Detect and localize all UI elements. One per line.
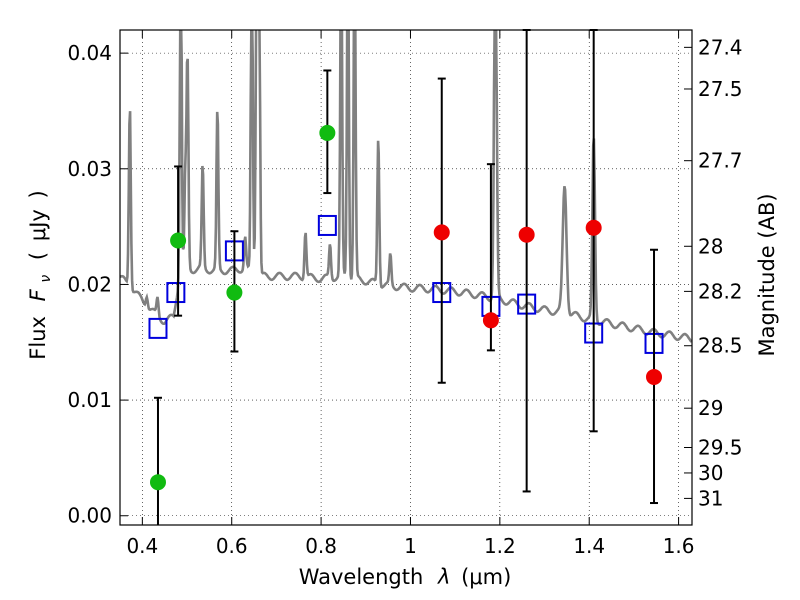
red-data-point bbox=[585, 219, 602, 236]
y2-tick-label: 29.5 bbox=[698, 436, 743, 460]
green-data-point bbox=[149, 474, 166, 491]
green-data-point bbox=[226, 284, 243, 301]
green-data-point bbox=[170, 232, 187, 249]
red-data-point bbox=[646, 368, 663, 385]
model-square-marker bbox=[166, 282, 186, 304]
y-tick-label: 0.03 bbox=[67, 157, 112, 181]
y2-axis-label: Magnitude (AB) bbox=[755, 193, 779, 356]
x-tick-label: 0.4 bbox=[126, 534, 158, 558]
y2-tick-label: 28.2 bbox=[698, 279, 743, 303]
y-tick-label: 0.00 bbox=[67, 504, 112, 528]
red-data-point bbox=[518, 226, 535, 243]
y-tick-label: 0.04 bbox=[67, 41, 112, 65]
y2-tick-label: 27.7 bbox=[698, 149, 743, 173]
red-data-point bbox=[433, 224, 450, 241]
y2-tick-label: 28.5 bbox=[698, 334, 743, 358]
green-data-point bbox=[319, 124, 336, 141]
x-tick-label: 0.6 bbox=[216, 534, 248, 558]
model-square-marker bbox=[148, 317, 168, 339]
x-tick-label: 1.4 bbox=[573, 534, 605, 558]
plot-frame bbox=[119, 29, 693, 526]
y2-tick-label: 31 bbox=[698, 486, 723, 510]
marker-layer bbox=[148, 29, 664, 525]
x-tick-label: 0.8 bbox=[305, 534, 337, 558]
spectrum-layer bbox=[120, 30, 692, 343]
red-data-point bbox=[482, 312, 499, 329]
y2-tick-label: 27.4 bbox=[698, 35, 743, 59]
y2-tick-label: 29 bbox=[698, 396, 723, 420]
y-tick-label: 0.01 bbox=[67, 388, 112, 412]
x-tick-label: 1.2 bbox=[484, 534, 516, 558]
y2-tick-label: 30 bbox=[698, 461, 723, 485]
y-axis-label: Flux F ν ( μJy ) bbox=[26, 190, 55, 359]
spectrum-line bbox=[120, 30, 692, 343]
x-tick-label: 1 bbox=[404, 534, 417, 558]
y2-tick-label: 28 bbox=[698, 234, 723, 258]
grid-lines bbox=[120, 30, 692, 525]
x-tick-label: 1.6 bbox=[663, 534, 695, 558]
y2-tick-label: 27.5 bbox=[698, 77, 743, 101]
y-tick-label: 0.02 bbox=[67, 272, 112, 296]
tick-layer: 0.4 0.6 0.8 1 1.2 1.4 1.6 0.00 0.01 0.02 0.03 0.04 2… bbox=[67, 30, 743, 558]
model-square-marker bbox=[317, 214, 337, 236]
x-axis-label: Wavelength λ (μm) bbox=[299, 565, 512, 589]
